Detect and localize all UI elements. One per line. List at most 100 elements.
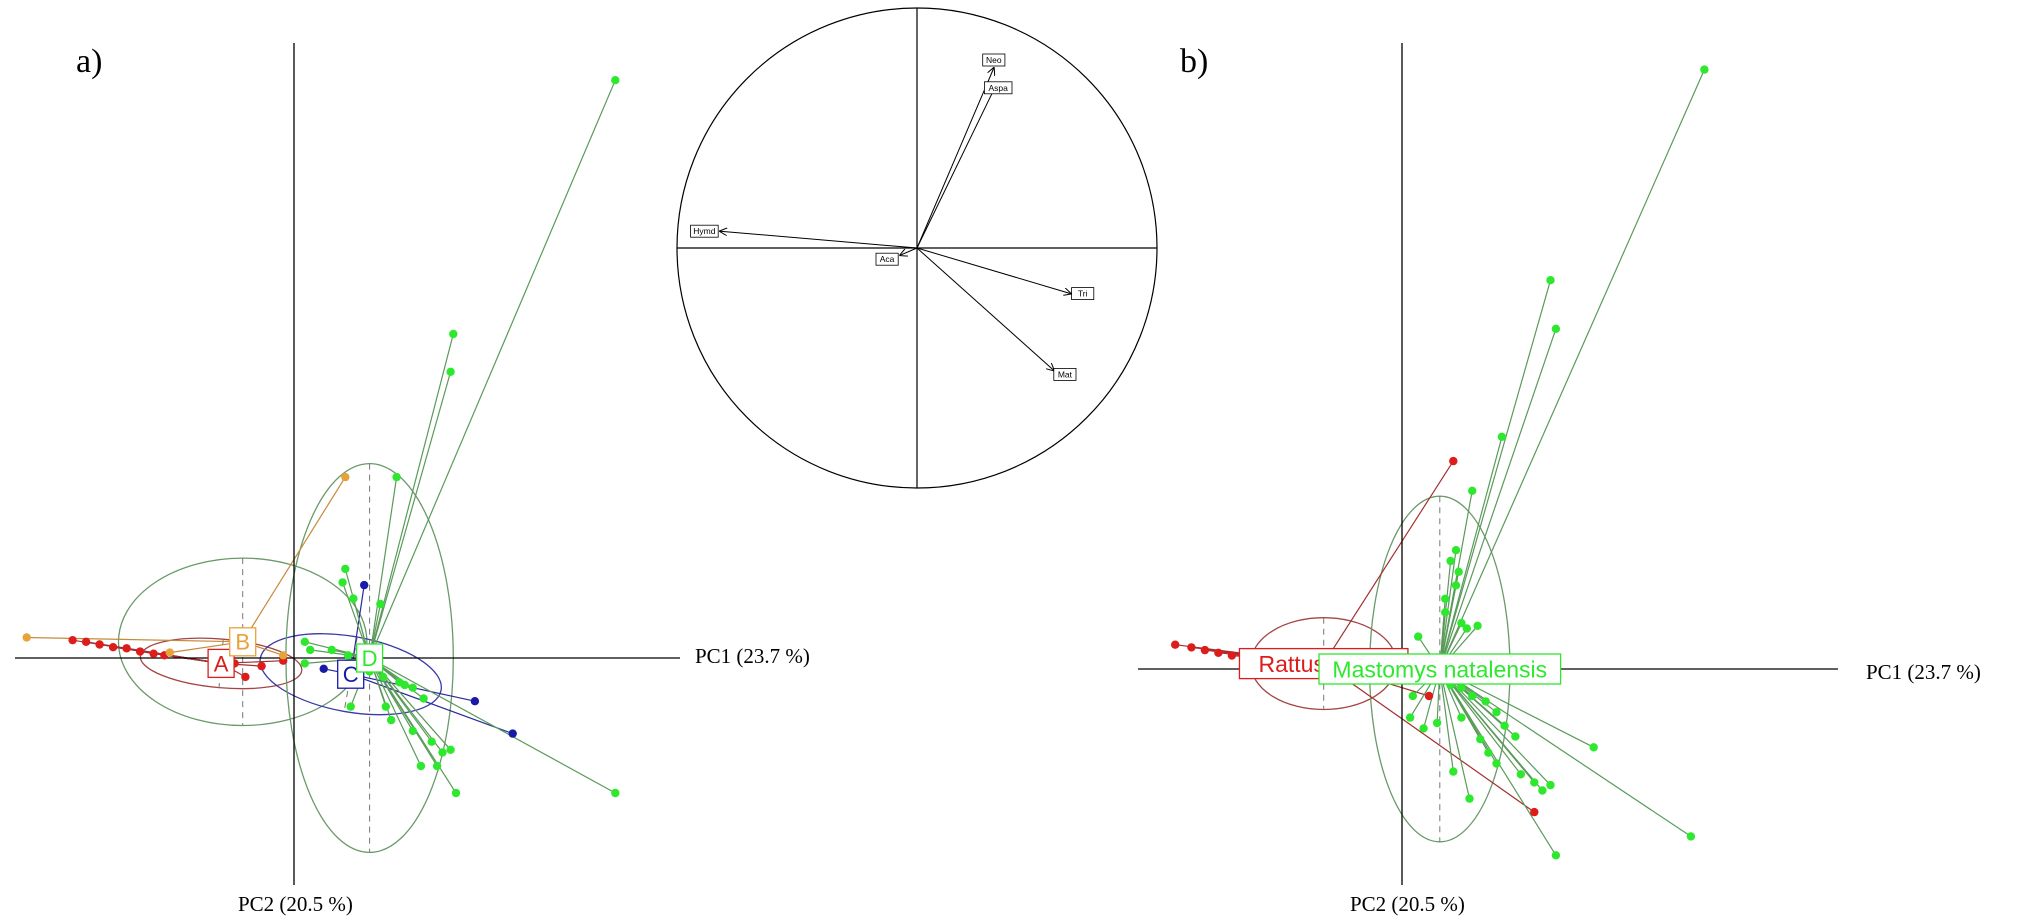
b-point-mastomys-natalensis-28 <box>1492 759 1501 768</box>
a-point-c-0 <box>360 580 369 590</box>
variable-label-box-aca <box>875 252 899 266</box>
correlation-circle: Neo Aspa Hymd Aca Tri Mat <box>676 7 1158 489</box>
b-spoke-mastomys-natalensis-31 <box>1439 668 1543 791</box>
panel-b-x-axis-title: PC1 (23.7 %) <box>1866 660 1981 684</box>
b-point-mastomys-natalensis-6 <box>1446 556 1455 566</box>
b-point-mastomys-natalensis-27 <box>1484 748 1493 757</box>
variable-label-tri: Tri <box>1078 289 1088 299</box>
b-point-mastomys-natalensis-25 <box>1500 721 1509 730</box>
b-point-mastomys-natalensis-7 <box>1454 567 1463 576</box>
b-point-rattus-rattus-4 <box>1227 651 1237 660</box>
a-point-a-9 <box>257 661 266 671</box>
a-point-d-18 <box>419 694 428 703</box>
a-point-d-26 <box>432 761 442 771</box>
a-point-b-2 <box>165 648 174 657</box>
panel-a-y-axis-title: PC2 (20.5 %) <box>238 892 353 916</box>
b-spoke-mastomys-natalensis-0 <box>1439 69 1705 670</box>
b-point-mastomys-natalensis-4 <box>1468 486 1477 495</box>
a-spoke-d-1 <box>369 333 454 659</box>
b-point-mastomys-natalensis-31 <box>1538 786 1547 795</box>
a-point-a-5 <box>135 647 145 656</box>
b-point-mastomys-natalensis-33 <box>1589 743 1598 752</box>
variable-arrow-hymd <box>720 231 918 249</box>
a-point-d-23 <box>438 748 447 757</box>
a-spoke-d-0 <box>369 79 616 659</box>
panel-b-species-scatter: Rattus rattusMastomys natalensis b) PC1 … <box>1138 43 1981 916</box>
a-point-d-11 <box>327 645 336 655</box>
a-label-c: C <box>343 662 359 687</box>
a-spoke-d-28 <box>369 657 616 794</box>
b-point-mastomys-natalensis-3 <box>1497 432 1507 441</box>
a-label-d: D <box>362 646 378 671</box>
b-point-mastomys-natalensis-14 <box>1414 632 1423 641</box>
a-point-b-1 <box>341 472 350 482</box>
b-point-mastomys-natalensis-24 <box>1492 708 1501 717</box>
b-point-mastomys-natalensis-9 <box>1441 594 1450 603</box>
variable-label-box-hymd <box>690 224 719 238</box>
a-point-c-1 <box>470 697 480 706</box>
a-point-d-28 <box>611 788 620 798</box>
a-point-d-20 <box>387 715 396 725</box>
a-point-a-1 <box>81 637 91 646</box>
b-point-mastomys-natalensis-26 <box>1511 732 1520 741</box>
variable-label-mat: Mat <box>1058 369 1073 379</box>
b-point-mastomys-natalensis-0 <box>1700 65 1709 74</box>
variable-arrow-neo <box>916 68 994 249</box>
b-point-mastomys-natalensis-12 <box>1462 624 1472 633</box>
a-point-c-2 <box>508 729 517 738</box>
a-point-d-7 <box>376 599 385 609</box>
variable-arrow-aca <box>900 247 918 255</box>
a-spoke-d-2 <box>369 371 452 659</box>
variable-label-neo: Neo <box>986 55 1002 65</box>
a-point-d-10 <box>300 659 309 668</box>
a-point-d-6 <box>349 594 358 603</box>
a-spoke-d-24 <box>369 657 422 767</box>
panel-a-x-axis-title: PC1 (23.7 %) <box>695 644 810 668</box>
b-label-box-mastomys-natalensis <box>1318 653 1562 685</box>
b-point-mastomys-natalensis-35 <box>1551 851 1561 860</box>
a-point-d-8 <box>300 637 309 646</box>
a-point-d-22 <box>427 737 436 746</box>
variable-label-hymd: Hymd <box>693 226 715 236</box>
b-point-mastomys-natalensis-18 <box>1419 724 1428 733</box>
a-point-a-3 <box>108 643 118 652</box>
b-point-rattus-rattus-0 <box>1171 640 1180 649</box>
b-point-rattus-rattus-10 <box>1530 807 1539 817</box>
a-point-d-29 <box>346 702 355 711</box>
panel-b-y-axis-title: PC2 (20.5 %) <box>1350 892 1465 916</box>
a-label-a: A <box>214 651 229 676</box>
b-point-rattus-rattus-2 <box>1200 645 1210 655</box>
a-point-d-27 <box>451 788 461 798</box>
b-spoke-mastomys-natalensis-2 <box>1439 328 1557 670</box>
a-point-a-6 <box>149 649 158 658</box>
a-point-a-0 <box>68 635 77 645</box>
b-point-mastomys-natalensis-10 <box>1441 608 1450 617</box>
b-point-mastomys-natalensis-30 <box>1530 778 1539 787</box>
variable-label-aspa: Aspa <box>989 83 1009 93</box>
b-spoke-mastomys-natalensis-36 <box>1439 668 1471 799</box>
b-point-mastomys-natalensis-34 <box>1686 832 1696 841</box>
b-point-rattus-rattus-1 <box>1187 643 1196 652</box>
b-spoke-mastomys-natalensis-34 <box>1439 668 1692 837</box>
a-spoke-b-0 <box>26 636 243 643</box>
panel-a-label: a) <box>76 43 102 80</box>
a-point-d-19 <box>381 702 390 711</box>
b-point-mastomys-natalensis-11 <box>1457 618 1466 628</box>
a-point-d-17 <box>408 683 417 692</box>
variable-arrow-mat <box>916 247 1054 370</box>
a-point-b-3 <box>279 651 288 660</box>
variable-arrow-aspa <box>916 85 996 249</box>
a-label-box-d <box>355 643 384 673</box>
a-point-d-25 <box>446 745 455 754</box>
b-point-mastomys-natalensis-39 <box>1457 713 1466 722</box>
b-point-rattus-rattus-7 <box>1449 456 1458 466</box>
a-point-d-30 <box>400 680 409 690</box>
b-point-mastomys-natalensis-19 <box>1432 718 1442 728</box>
b-point-mastomys-natalensis-38 <box>1476 735 1485 744</box>
b-point-mastomys-natalensis-22 <box>1468 691 1477 701</box>
panel-b-label: b) <box>1180 43 1208 80</box>
b-point-mastomys-natalensis-29 <box>1516 770 1526 779</box>
a-point-d-2 <box>446 367 455 376</box>
b-point-rattus-rattus-3 <box>1214 648 1223 657</box>
